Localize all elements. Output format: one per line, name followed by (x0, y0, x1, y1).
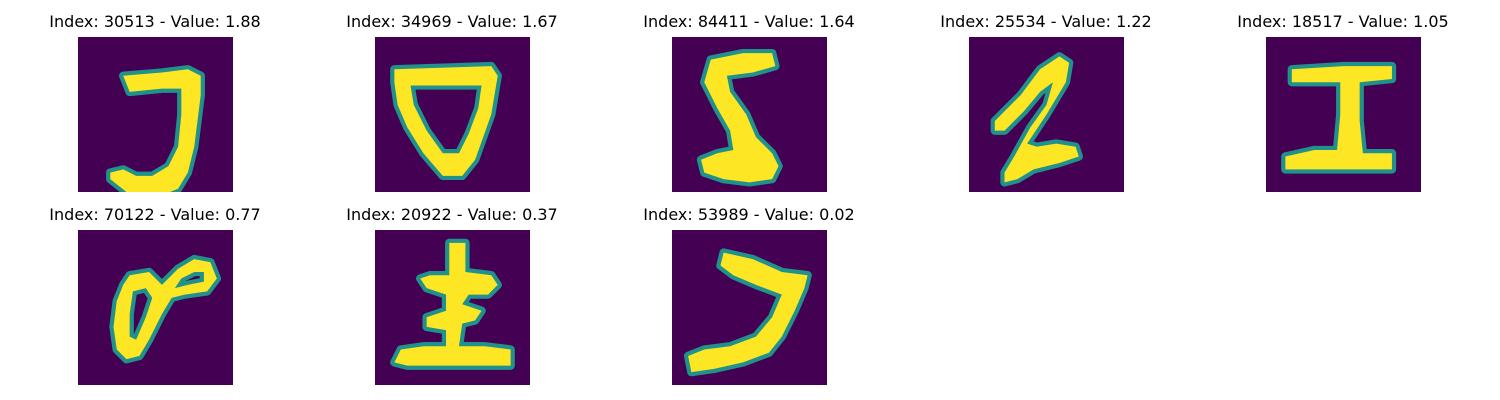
panel-title: Index: 18517 - Value: 1.05 (1213, 12, 1473, 32)
digit-image (672, 230, 827, 385)
digit-panel: Index: 25534 - Value: 1.22 (916, 0, 1176, 190)
digit-panel: Index: 53989 - Value: 0.02 (619, 193, 879, 383)
digit-panel: Index: 84411 - Value: 1.64 (619, 0, 879, 190)
panel-title: Index: 53989 - Value: 0.02 (619, 205, 879, 225)
panel-title: Index: 25534 - Value: 1.22 (916, 12, 1176, 32)
digit-image (375, 230, 530, 385)
digit-panel: Index: 34969 - Value: 1.67 (322, 0, 582, 190)
digit-image (969, 37, 1124, 192)
digit-image (672, 37, 827, 192)
digit-image (78, 230, 233, 385)
digit-panel: Index: 30513 - Value: 1.88 (25, 0, 285, 190)
panel-title: Index: 20922 - Value: 0.37 (322, 205, 582, 225)
digit-image (1266, 37, 1421, 192)
digit-panel: Index: 20922 - Value: 0.37 (322, 193, 582, 383)
image-background (78, 37, 233, 192)
panel-title: Index: 30513 - Value: 1.88 (25, 12, 285, 32)
panel-title: Index: 70122 - Value: 0.77 (25, 205, 285, 225)
panel-title: Index: 34969 - Value: 1.67 (322, 12, 582, 32)
panel-title: Index: 84411 - Value: 1.64 (619, 12, 879, 32)
digit-image (78, 37, 233, 192)
digit-panel: Index: 70122 - Value: 0.77 (25, 193, 285, 383)
digit-panel: Index: 18517 - Value: 1.05 (1213, 0, 1473, 190)
digit-image (375, 37, 530, 192)
